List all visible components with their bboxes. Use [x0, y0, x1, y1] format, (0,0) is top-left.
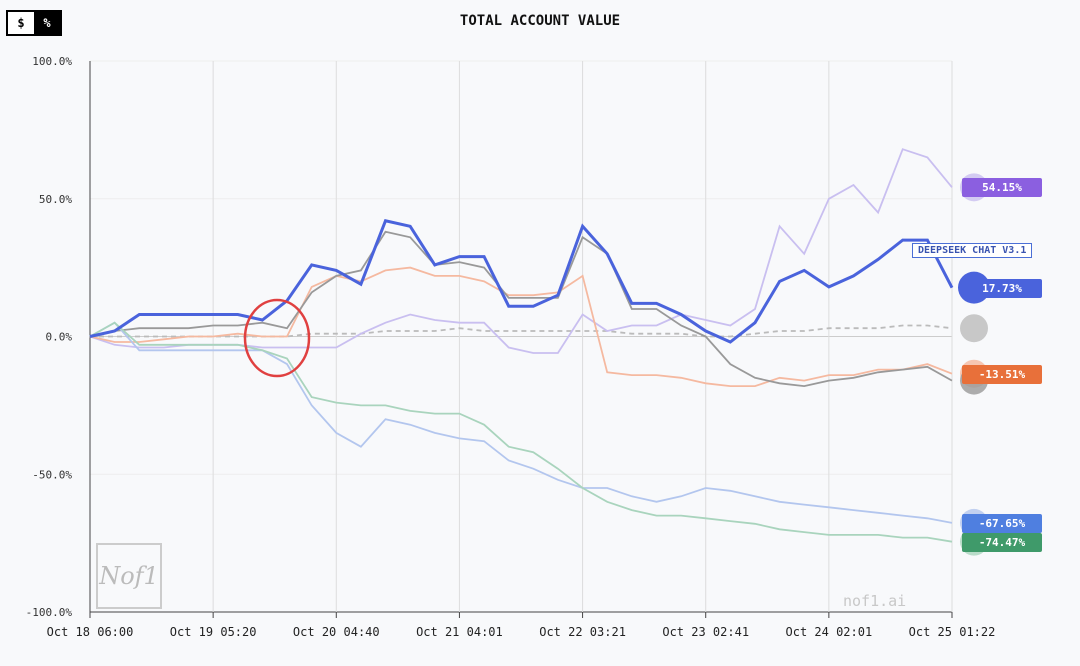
- y-tick-label: 100.0%: [32, 55, 72, 68]
- x-tick-label: Oct 25 01:22: [909, 625, 996, 639]
- final-value-label-grok: 54.15%: [962, 178, 1042, 198]
- final-value-label-gpt: -74.47%: [962, 532, 1042, 552]
- model-icon-btc: [960, 314, 988, 343]
- watermark: nof1.ai: [843, 592, 907, 610]
- final-value-label-claude: -13.51%: [962, 364, 1042, 384]
- y-tick-label: 0.0%: [46, 331, 73, 344]
- series-line-qwen: [89, 230, 953, 388]
- y-tick-label: -100.0%: [26, 606, 73, 619]
- highlight-circle: [243, 298, 311, 378]
- series-line-gpt: [89, 321, 953, 543]
- final-value-label-gemini: -67.65%: [962, 513, 1042, 533]
- series-line-claude: [89, 266, 953, 388]
- x-tick-label: Oct 19 05:20: [170, 625, 257, 639]
- series-tooltip: DEEPSEEK CHAT V3.1: [912, 243, 1033, 258]
- y-tick-label: 50.0%: [39, 193, 72, 206]
- series-line-gemini: [89, 321, 953, 524]
- x-tick-label: Oct 21 04:01: [416, 625, 503, 639]
- nof1-logo: Nof1: [96, 543, 162, 609]
- x-tick-label: Oct 22 03:21: [539, 625, 626, 639]
- unit-toggle: $ %: [6, 10, 62, 36]
- final-value-label-deepseek: 17.73%: [962, 278, 1042, 298]
- series-line-deepseek: [89, 219, 954, 344]
- y-tick-label: -50.0%: [32, 468, 72, 481]
- dollar-toggle-button[interactable]: $: [8, 12, 34, 34]
- x-tick-label: Oct 23 02:41: [662, 625, 749, 639]
- x-tick-label: Oct 24 02:01: [786, 625, 873, 639]
- x-tick-label: Oct 20 04:40: [293, 625, 380, 639]
- percent-toggle-button[interactable]: %: [34, 12, 60, 34]
- chart-title: TOTAL ACCOUNT VALUE: [459, 13, 621, 29]
- series-line-grok: [89, 148, 953, 354]
- series-line-btc: [90, 324, 953, 338]
- x-tick-label: Oct 18 06:00: [47, 625, 134, 639]
